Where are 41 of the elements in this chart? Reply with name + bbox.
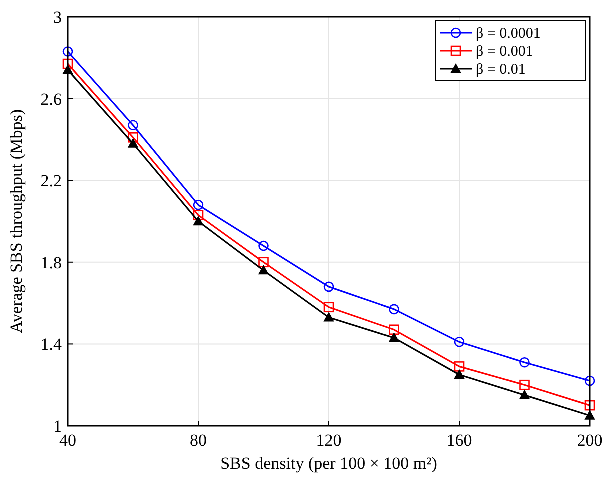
point (520, 380, 530, 390)
point (194, 216, 204, 226)
x-tick-label: 40 (60, 431, 76, 450)
point (62, 58, 74, 70)
point (258, 257, 269, 268)
point (454, 370, 464, 379)
y-tick-label: 1.8 (40, 253, 62, 272)
x-axis-title: SBS density (per 100 × 100 m²) (220, 454, 438, 473)
y-tick-label: 2.2 (40, 172, 62, 191)
point (389, 304, 400, 315)
point (62, 46, 74, 57)
point (128, 138, 138, 148)
y-axis-title: Average SBS throughput (Mbps) (7, 110, 26, 334)
legend-label: β = 0.001 (476, 44, 534, 60)
point (389, 324, 400, 336)
y-tick-label: 1.4 (40, 335, 62, 354)
x-tick-label: 200 (577, 431, 603, 450)
point (258, 240, 269, 252)
y-tick-label: 1 (54, 417, 62, 436)
point (520, 357, 530, 368)
x-tick-label: 160 (446, 431, 472, 450)
point (454, 337, 465, 348)
point (389, 333, 400, 342)
point (324, 282, 334, 292)
point (128, 132, 138, 143)
point (584, 400, 596, 411)
y-tick-label: 3 (54, 8, 62, 27)
point (128, 120, 138, 131)
point (520, 390, 530, 400)
point (193, 200, 204, 210)
point (584, 376, 596, 386)
legend-label: β = 0.0001 (476, 26, 541, 42)
legend-label: β = 0.01 (476, 62, 526, 78)
x-tick-label: 80 (190, 431, 207, 450)
y-tick-label: 2.6 (40, 90, 62, 109)
point (324, 312, 334, 322)
point (324, 302, 334, 313)
x-tick-label: 120 (316, 431, 342, 450)
point (258, 266, 269, 275)
point (454, 362, 465, 372)
point (193, 210, 204, 221)
